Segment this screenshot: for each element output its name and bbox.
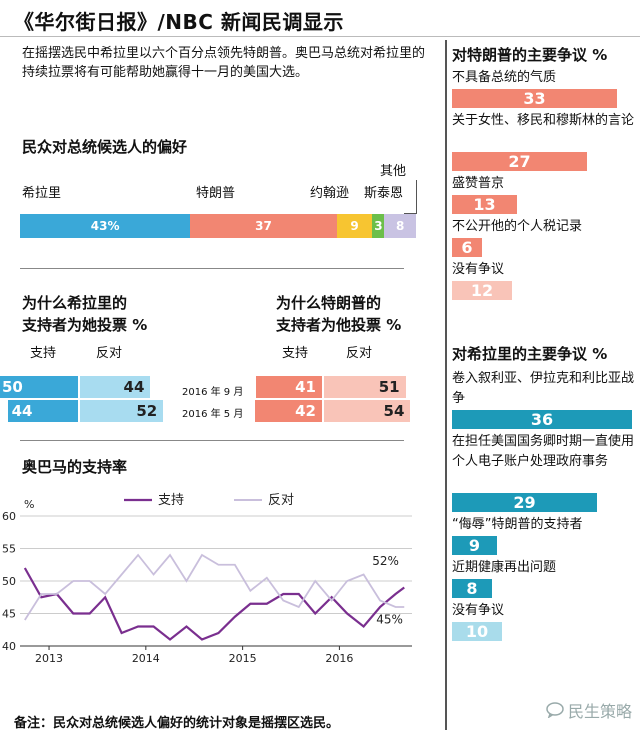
preference-stacked-bar: 43% 37 9 3 8: [20, 214, 416, 238]
x-tick-2014: 2014: [132, 652, 160, 665]
section-divider-2: [20, 440, 404, 441]
obama-heading: 奥巴马的支持率: [22, 458, 128, 476]
controversy_clinton-label-2: “侮辱”特朗普的支持者: [452, 517, 583, 532]
trump-support-bar-1: 42: [254, 400, 322, 422]
y-tick-40: 40: [2, 640, 16, 653]
pref-seg-stein: 3: [372, 214, 385, 238]
controversy_trump-label-4: 没有争议: [452, 262, 505, 277]
pref-label-trump: 特朗普: [196, 186, 236, 201]
controversy_clinton-bar-4: 10: [452, 622, 502, 641]
y-tick-45: 45: [2, 608, 16, 621]
clinton-support-bar-1-value: 44: [11, 402, 33, 420]
pref-label-other: 其他: [380, 164, 407, 179]
legend-support-label: 支持: [158, 493, 184, 508]
oppose-line: [24, 553, 405, 621]
y-axis-unit: %: [24, 498, 34, 511]
clinton-oppose-bar-0-value: 44: [123, 378, 145, 396]
trump-oppose-bar-1: 54: [324, 400, 411, 422]
y-tick-50: 50: [2, 575, 16, 588]
intro-text: 在摇摆选民中希拉里以六个百分点领先特朗普。奥巴马总统对希拉里的持续拉票将有可能帮…: [22, 46, 426, 80]
chat-bubble-icon: [546, 702, 564, 718]
pref-label-stein: 斯泰恩: [364, 186, 404, 201]
trump-support-bar-0: 41: [256, 376, 322, 398]
why-clinton-support-label: 支持: [30, 346, 57, 361]
controversy_clinton-label-3: 近期健康再出问题: [452, 560, 557, 575]
why-trump-heading-1: 为什么特朗普的: [276, 294, 382, 312]
controversy_clinton-bar-2: 9: [452, 536, 497, 555]
x-tick-2016: 2016: [325, 652, 353, 665]
x-tick-2013: 2013: [35, 652, 63, 665]
clinton-support-bar-0: 50: [0, 376, 78, 398]
trump-controversy-heading: 对特朗普的主要争议 %: [452, 46, 608, 64]
controversy_trump-label-0: 不具备总统的气质: [452, 70, 557, 85]
pref-seg-trump: 37: [190, 214, 337, 238]
controversy_trump-label-1: 关于女性、移民和穆斯林的言论: [452, 113, 635, 128]
end-label-support: 45%: [376, 612, 403, 626]
pref-seg-johnson: 9: [336, 214, 373, 238]
legend-oppose-label: 反对: [268, 493, 294, 508]
clinton-support-bar-0-value: 50: [2, 378, 23, 396]
controversy_trump-bar-2: 13: [452, 195, 517, 214]
page-title: 《华尔街日报》/NBC 新闻民调显示: [14, 10, 344, 34]
controversy_trump-bar-4: 12: [452, 281, 512, 300]
pref-seg-other: 8: [384, 214, 416, 238]
why-trump-oppose-label: 反对: [346, 346, 373, 361]
x-tick-2015: 2015: [229, 652, 257, 665]
why-clinton-heading-1: 为什么希拉里的: [22, 294, 128, 312]
clinton-support-bar-1: 44: [7, 400, 78, 422]
clinton-oppose-bar-0: 44: [80, 376, 151, 398]
controversy_clinton-bar-3: 8: [452, 579, 492, 598]
trump-oppose-bar-1-value: 54: [383, 402, 405, 420]
why-trump-heading-2: 支持者为他投票 %: [276, 316, 402, 334]
controversy_clinton-label-0: 卷入叙利亚、伊拉克和利比亚战争: [452, 371, 635, 406]
clinton-controversy-heading: 对希拉里的主要争议 %: [452, 345, 608, 363]
support-line: [23, 567, 405, 641]
pref-seg-clinton: 43%: [20, 214, 191, 238]
clinton-oppose-bar-1: 52: [80, 400, 164, 422]
controversy_clinton-label-1: 在担任美国国务卿时期一直使用个人电子账户处理政府事务: [452, 434, 635, 469]
other-leader-tick: [404, 213, 417, 214]
y-tick-60: 60: [2, 510, 16, 523]
watermark-text: 民生策略: [567, 702, 632, 721]
other-leader-line: [416, 180, 417, 214]
end-label-oppose: 52%: [372, 554, 399, 568]
why-clinton-heading-2: 支持者为她投票 %: [22, 316, 148, 334]
watermark-logo: 民生策略: [546, 698, 632, 722]
column-divider: [445, 40, 447, 730]
controversy_trump-label-2: 盛赞普京: [452, 176, 505, 191]
controversy_trump-bar-3: 6: [452, 238, 482, 257]
footnote: 备注：民众对总统候选人偏好的统计对象是摇摆区选民。: [14, 716, 340, 731]
trump-oppose-bar-0: 51: [324, 376, 406, 398]
title-divider: [0, 36, 640, 37]
obama-line-chart: 40 45 50 55 60 2013 2014 2015 2016% 支持 反对 52% 45%: [2, 493, 412, 665]
pref-label-johnson: 约翰逊: [310, 186, 350, 201]
trump-oppose-bar-0-value: 51: [378, 378, 400, 396]
trump-support-bar-0-value: 41: [295, 378, 316, 396]
section-divider-1: [20, 268, 404, 269]
controversy_clinton-bar-1: 29: [452, 493, 597, 512]
controversy_clinton-bar-0: 36: [452, 410, 632, 429]
why-clinton-oppose-label: 反对: [96, 346, 123, 361]
controversy_trump-bar-1: 27: [452, 152, 587, 171]
why-date-sep: 2016 年 9 月: [182, 387, 244, 398]
clinton-oppose-bar-1-value: 52: [136, 402, 158, 420]
pref-label-clinton: 希拉里: [22, 186, 62, 201]
controversy_clinton-label-4: 没有争议: [452, 603, 505, 618]
controversy_trump-label-3: 不公开他的个人税记录: [452, 219, 583, 234]
controversy_trump-bar-0: 33: [452, 89, 617, 108]
trump-support-bar-1-value: 42: [295, 402, 316, 420]
preference-heading: 民众对总统候选人的偏好: [22, 138, 188, 156]
why-trump-support-label: 支持: [282, 346, 309, 361]
why-date-may: 2016 年 5 月: [182, 409, 244, 420]
y-tick-55: 55: [2, 543, 16, 556]
